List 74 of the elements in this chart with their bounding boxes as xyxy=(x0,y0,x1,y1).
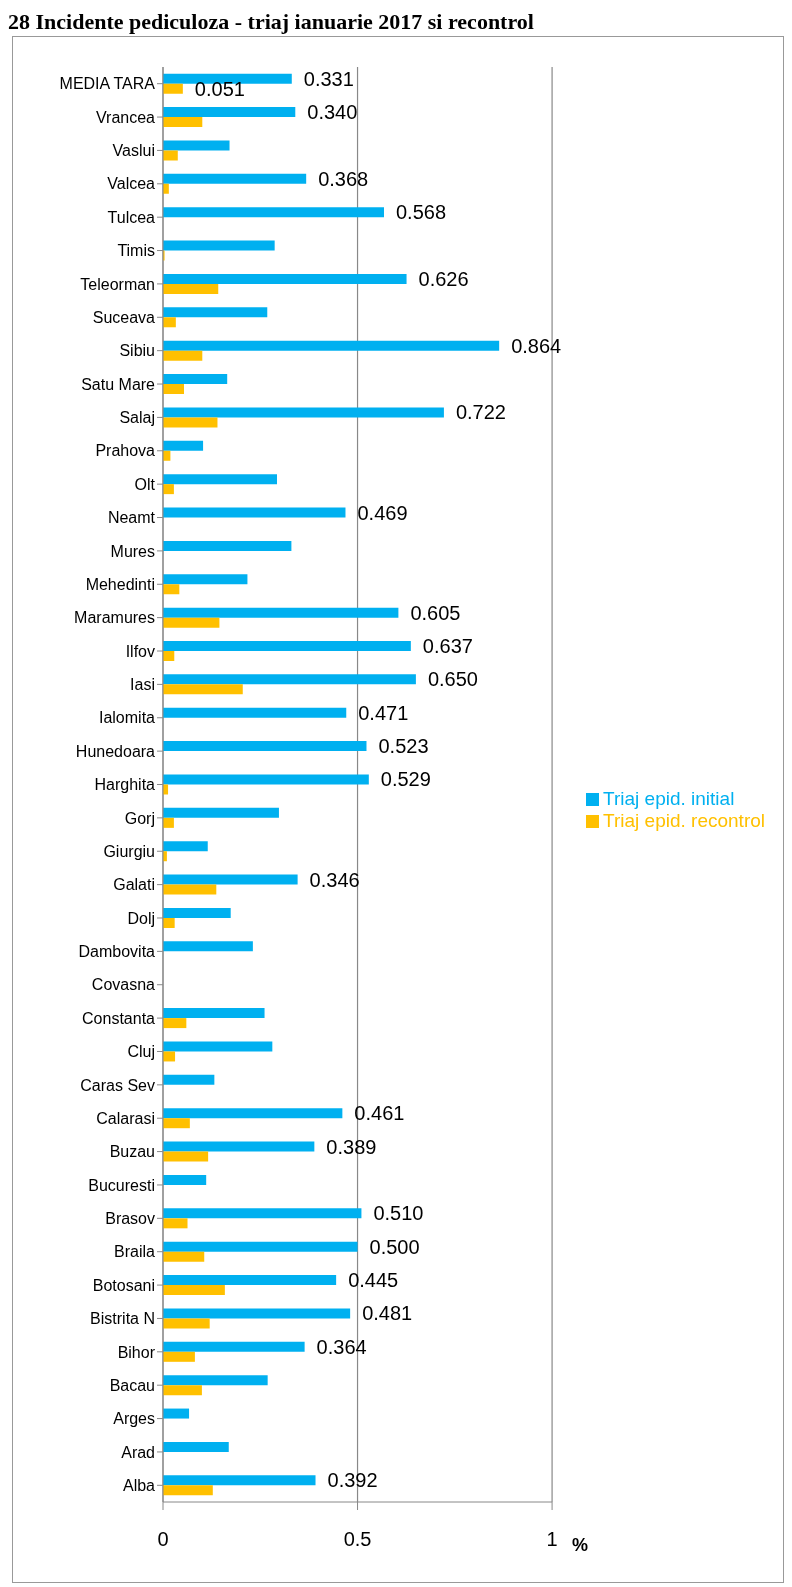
legend-label: Triaj epid. recontrol xyxy=(603,809,765,831)
chart-title: 28 Incidente pediculoza - triaj ianuarie 2017 si recontrol xyxy=(8,8,535,36)
data-label: 0.864 xyxy=(511,334,562,357)
y-tick-label: Hunedoara xyxy=(75,742,156,760)
y-tick-label: Ialomita xyxy=(98,709,156,727)
y-tick-label: Cluj xyxy=(127,1043,155,1061)
data-label: 0.346 xyxy=(309,868,360,891)
y-tick-label: Ilfov xyxy=(125,642,155,660)
y-tick-label: Gorj xyxy=(124,809,155,827)
data-label: 0.650 xyxy=(427,668,478,691)
y-tick-label: Valcea xyxy=(107,175,156,193)
y-tick-label: Mures xyxy=(110,542,155,560)
y-tick-label: Timis xyxy=(117,242,155,260)
data-label: 0.461 xyxy=(354,1102,405,1125)
y-tick-label: Teleorman xyxy=(80,275,155,293)
y-tick-label: Iasi xyxy=(130,676,155,694)
y-tick-label: Brasov xyxy=(105,1210,155,1228)
y-tick-label: Satu Mare xyxy=(81,375,156,393)
y-tick-label: Dolj xyxy=(127,909,155,927)
x-axis-title: % xyxy=(572,1535,589,1556)
y-tick-label: Dambovita xyxy=(78,943,156,961)
y-tick-label: Maramures xyxy=(74,609,155,627)
data-label: 0.469 xyxy=(357,501,408,524)
y-tick-label: Suceava xyxy=(92,308,156,326)
data-label: 0.626 xyxy=(418,267,469,290)
data-label: 0.340 xyxy=(307,101,358,124)
y-tick-label: Harghita xyxy=(94,776,156,794)
x-tick-label: 0.5 xyxy=(343,1528,372,1551)
data-label: 0.471 xyxy=(358,701,409,724)
data-label: 0.389 xyxy=(326,1135,377,1158)
data-label: 0.568 xyxy=(396,201,447,224)
data-label: 0.529 xyxy=(380,768,431,791)
y-tick-label: Bacau xyxy=(109,1376,155,1394)
data-label: 0.392 xyxy=(327,1469,378,1492)
y-tick-label: Arges xyxy=(113,1410,155,1428)
y-tick-label: Bucuresti xyxy=(88,1176,155,1194)
y-tick-label: Vrancea xyxy=(96,108,156,126)
data-label: 0.605 xyxy=(410,601,461,624)
y-tick-label: Covasna xyxy=(91,976,156,994)
legend-label: Triaj epid. initial xyxy=(603,787,735,809)
data-label: 0.523 xyxy=(378,735,429,758)
y-tick-label: Neamt xyxy=(107,509,156,527)
y-tick-label: MEDIA TARA xyxy=(59,75,156,93)
y-tick-label: Braila xyxy=(114,1243,156,1261)
y-tick-label: Mehedinti xyxy=(85,575,155,593)
x-tick-label: 0 xyxy=(157,1528,169,1551)
data-label: 0.481 xyxy=(362,1302,413,1325)
y-tick-label: Tulcea xyxy=(107,208,156,226)
y-tick-label: Botosani xyxy=(92,1276,155,1294)
y-tick-label: Alba xyxy=(122,1476,156,1494)
y-tick-label: Bihor xyxy=(117,1343,156,1361)
data-label: 0.510 xyxy=(373,1202,424,1225)
y-tick-label: Vaslui xyxy=(112,142,155,160)
y-tick-label: Giurgiu xyxy=(103,842,155,860)
data-label: 0.722 xyxy=(455,401,506,424)
data-label: 0.368 xyxy=(318,167,369,190)
y-tick-label: Sibiu xyxy=(119,342,155,360)
data-label: 0.637 xyxy=(422,635,473,657)
y-tick-label: Constanta xyxy=(82,1009,156,1027)
data-label: 0.500 xyxy=(369,1235,420,1258)
y-tick-label: Salaj xyxy=(119,409,155,427)
data-label: 0.051 xyxy=(194,77,245,100)
y-tick-label: Arad xyxy=(121,1443,155,1461)
y-tick-label: Bistrita N xyxy=(90,1310,155,1328)
data-label: 0.331 xyxy=(303,67,354,90)
y-tick-label: Olt xyxy=(134,475,156,493)
y-tick-label: Galati xyxy=(113,876,155,894)
y-tick-label: Buzau xyxy=(109,1143,155,1161)
y-tick-label: Calarasi xyxy=(96,1109,155,1127)
data-label: 0.445 xyxy=(348,1269,399,1292)
data-label: 0.364 xyxy=(316,1335,367,1358)
x-tick-label: 1 xyxy=(546,1528,558,1551)
y-tick-label: Prahova xyxy=(95,442,156,460)
y-tick-label: Caras Sev xyxy=(80,1076,155,1094)
